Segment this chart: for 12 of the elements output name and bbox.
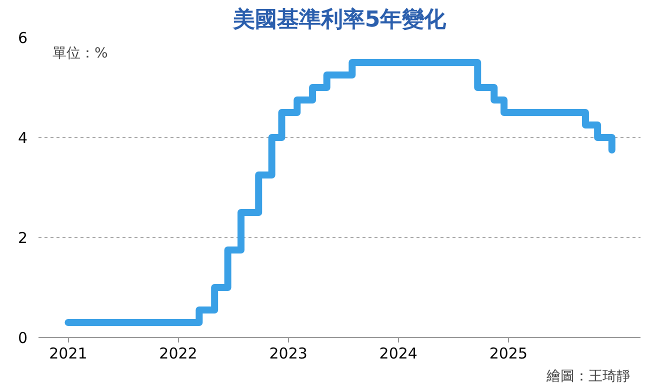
y-tick-label: 4 bbox=[18, 129, 28, 147]
text: 繪圖：王琦靜 bbox=[546, 368, 630, 384]
chart-title: 美國基準利率5年變化 bbox=[232, 6, 448, 32]
x-tick-label: 2024 bbox=[379, 344, 418, 362]
x-tick-label: 2021 bbox=[49, 344, 88, 362]
y-tick-label: 0 bbox=[18, 329, 28, 347]
x-tick-label: 2023 bbox=[269, 344, 308, 362]
y-axis-title: 單位：% bbox=[52, 46, 108, 62]
y-tick-label: 6 bbox=[18, 29, 28, 47]
y-tick-label: 2 bbox=[18, 229, 28, 247]
x-tick-label: 2022 bbox=[159, 344, 198, 362]
x-tick-label: 2025 bbox=[489, 344, 528, 362]
